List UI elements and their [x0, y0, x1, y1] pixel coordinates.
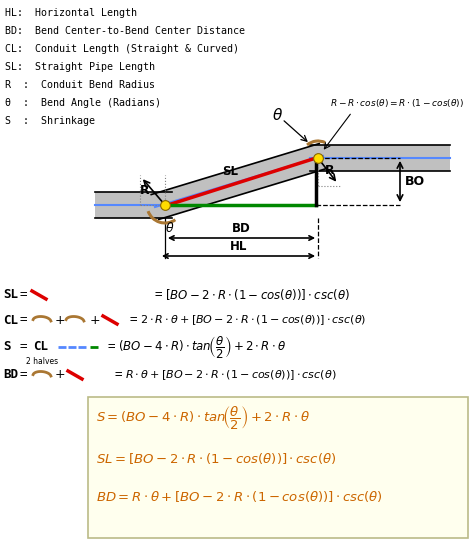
Text: =: = [20, 313, 27, 327]
Text: $2\cdot R\cdot\theta+\left[BO-2\cdot R\cdot\left(1-cos(\theta)\right)\right]\cdo: $2\cdot R\cdot\theta+\left[BO-2\cdot R\c… [140, 313, 366, 327]
Text: $(BO-4\cdot R)\cdot tan\!\left(\dfrac{\theta}{2}\right)+2\cdot R\cdot\theta$: $(BO-4\cdot R)\cdot tan\!\left(\dfrac{\t… [118, 334, 286, 360]
Text: +: + [90, 313, 100, 327]
Text: CL: CL [33, 340, 48, 353]
Text: $R\cdot\theta+\left[BO-2\cdot R\cdot\left(1-cos(\theta)\right)\right]\cdot csc(\: $R\cdot\theta+\left[BO-2\cdot R\cdot\lef… [125, 368, 337, 382]
Polygon shape [88, 397, 468, 538]
Text: BO: BO [405, 175, 425, 188]
Text: HL:  Horizontal Length: HL: Horizontal Length [5, 8, 137, 18]
Text: $BD=R\cdot\theta+\left[BO-2\cdot R\cdot\left(1-cos(\theta)\right)\right]\cdot cs: $BD=R\cdot\theta+\left[BO-2\cdot R\cdot\… [96, 490, 383, 505]
Text: =: = [130, 313, 137, 327]
Text: BD:  Bend Center-to-Bend Center Distance: BD: Bend Center-to-Bend Center Distance [5, 26, 245, 36]
Text: =: = [115, 368, 122, 381]
Text: SL: SL [3, 288, 18, 301]
Text: R  :  Conduit Bend Radius: R : Conduit Bend Radius [5, 80, 155, 90]
Text: $R-R\cdot cos(\theta)=R\cdot(1-cos(\theta))$: $R-R\cdot cos(\theta)=R\cdot(1-cos(\thet… [330, 97, 464, 109]
Text: =: = [20, 288, 27, 301]
Text: θ  :  Bend Angle (Radians): θ : Bend Angle (Radians) [5, 98, 161, 108]
Text: R: R [325, 164, 335, 177]
Text: SL:  Straight Pipe Length: SL: Straight Pipe Length [5, 62, 155, 72]
Polygon shape [151, 143, 327, 220]
Text: CL: CL [3, 313, 18, 327]
Text: =: = [20, 368, 27, 381]
Text: S  :  Shrinkage: S : Shrinkage [5, 116, 95, 126]
Text: =: = [155, 288, 163, 301]
Text: CL:  Conduit Length (Straight & Curved): CL: Conduit Length (Straight & Curved) [5, 44, 239, 54]
Text: 2 halves: 2 halves [26, 357, 58, 366]
Text: $\theta$: $\theta$ [273, 107, 283, 123]
Text: S: S [3, 340, 10, 353]
Polygon shape [310, 145, 450, 171]
Text: SL: SL [222, 165, 238, 178]
Text: R: R [140, 184, 150, 197]
Text: $S=(BO-4\cdot R)\cdot tan\!\left(\dfrac{\theta}{2}\right)+2\cdot R\cdot\theta$: $S=(BO-4\cdot R)\cdot tan\!\left(\dfrac{… [96, 405, 310, 432]
Text: +: + [55, 313, 65, 327]
Polygon shape [95, 192, 172, 218]
Text: =: = [20, 340, 27, 353]
Text: $SL=\left[BO-2\cdot R\cdot\left(1-cos(\theta)\right)\right]\cdot csc(\theta)$: $SL=\left[BO-2\cdot R\cdot\left(1-cos(\t… [96, 451, 337, 465]
Text: HL: HL [230, 240, 247, 253]
Text: BD: BD [3, 368, 18, 381]
Text: =: = [108, 340, 116, 353]
Text: $\theta$: $\theta$ [165, 221, 175, 235]
Text: +: + [55, 368, 65, 381]
Text: $\left[BO-2\cdot R\cdot\left(1-cos(\theta)\right)\right]\cdot csc(\theta)$: $\left[BO-2\cdot R\cdot\left(1-cos(\thet… [165, 287, 350, 302]
Text: BD: BD [232, 222, 251, 235]
